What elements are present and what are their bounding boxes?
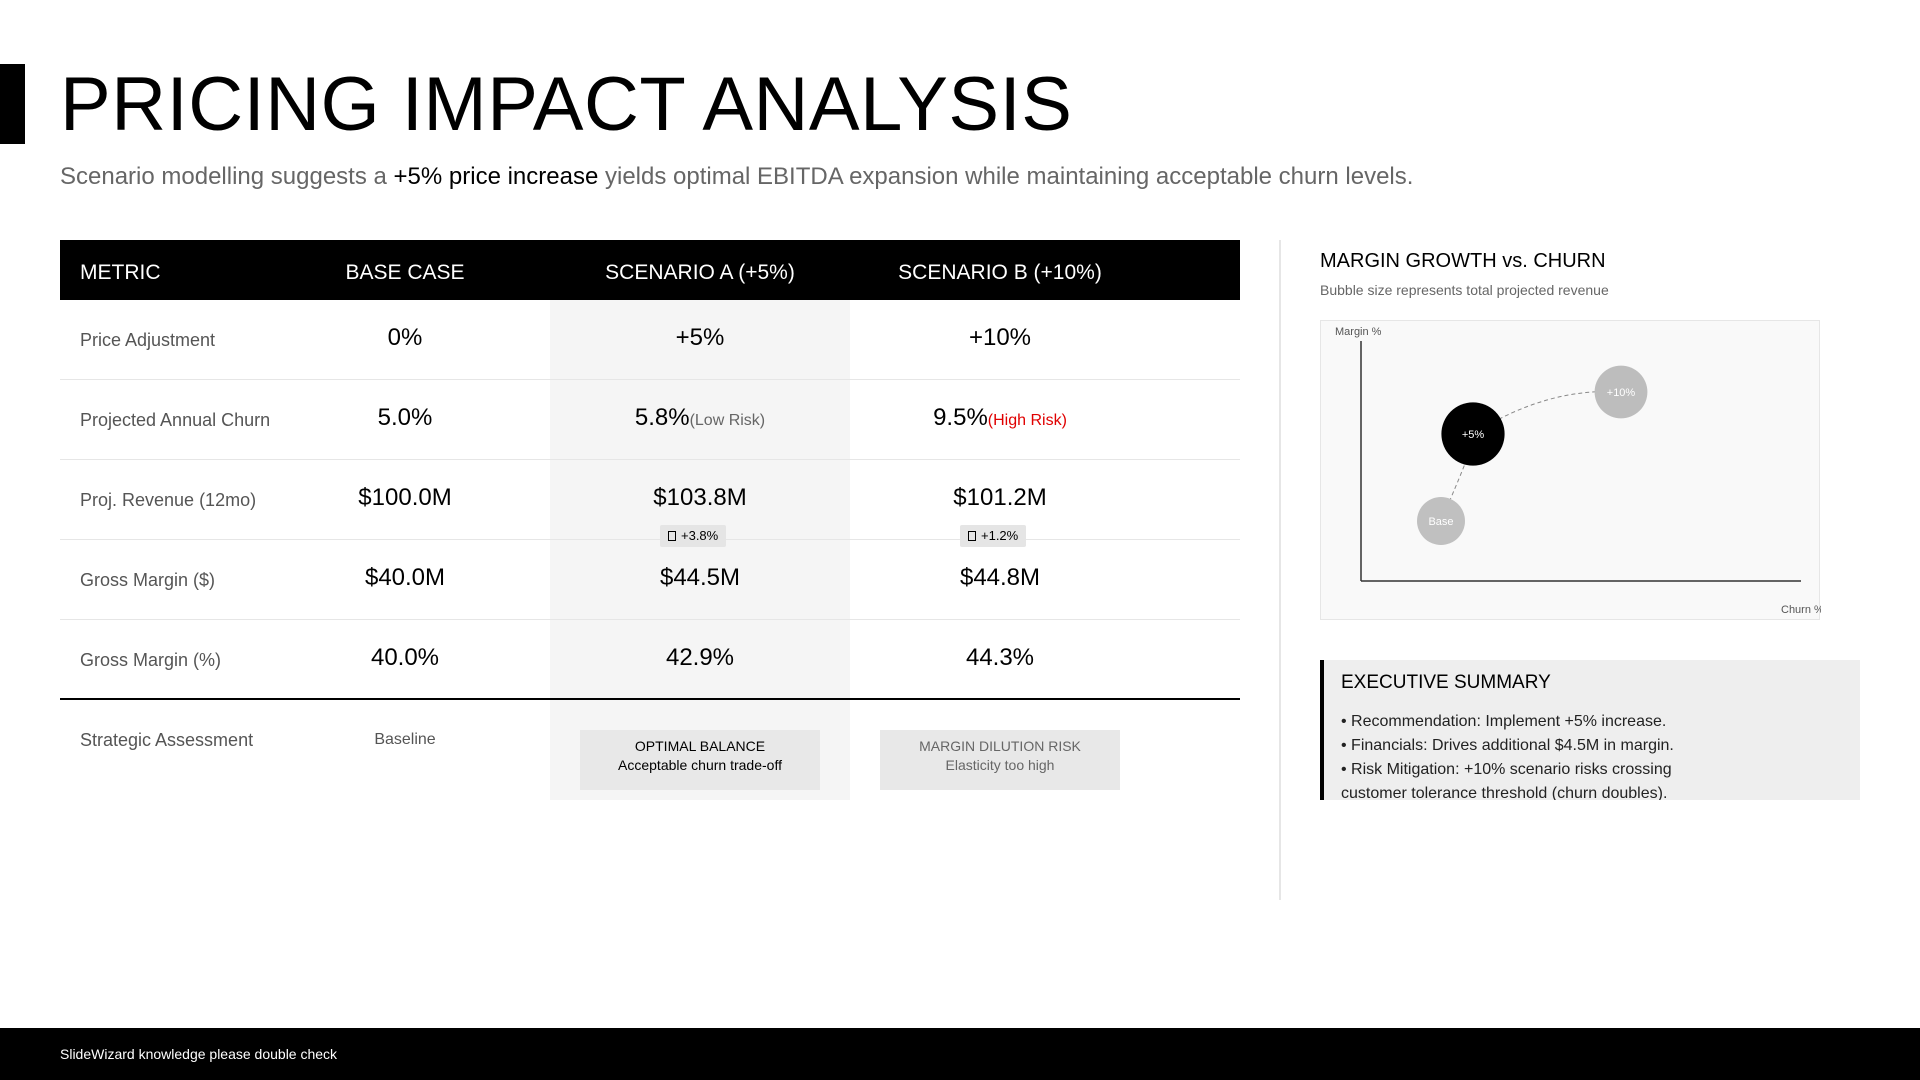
scenario-a-value: $44.5M bbox=[659, 564, 741, 591]
executive-summary-title: EXECUTIVE SUMMARY bbox=[1341, 672, 1551, 693]
delta-badge-b: +1.2% bbox=[960, 525, 1027, 547]
chart-title: MARGIN GROWTH vs. CHURN bbox=[1320, 250, 1606, 272]
scenario-a-value: 5.8% bbox=[634, 404, 690, 431]
summary-item: • Risk Mitigation: +10% scenario risks c… bbox=[1341, 761, 1672, 800]
chart-subtitle: Bubble size represents total projected r… bbox=[1320, 282, 1609, 298]
scenario-b-value: +10% bbox=[968, 324, 1032, 351]
assessment-a-subtitle: Acceptable churn trade-off bbox=[618, 757, 782, 773]
footer-bar: SlideWizard knowledge please double chec… bbox=[0, 1028, 1920, 1080]
bubble-chart: Margin % Churn % Base +5% +10% bbox=[1320, 320, 1824, 620]
bubble-point bbox=[1441, 402, 1505, 466]
trend-line bbox=[1440, 391, 1622, 522]
scenario-b-cell: 9.5%(High Risk) bbox=[850, 380, 1150, 460]
delta-value: +3.8% bbox=[681, 528, 719, 543]
table-row: Gross Margin (%) 40.0% 42.9% 44.3% bbox=[60, 620, 1240, 700]
subtitle-text-end: yields optimal EBITDA expansion while ma… bbox=[598, 163, 1414, 190]
bubble-point bbox=[1417, 497, 1465, 545]
header-metric: METRIC bbox=[80, 261, 161, 284]
scenario-b-value: $101.2M bbox=[953, 484, 1047, 511]
subtitle-text-start: Scenario modelling suggests a bbox=[60, 163, 394, 190]
row-label: Price Adjustment bbox=[80, 330, 216, 350]
scenario-a-highlight-column bbox=[550, 300, 850, 800]
bubble-group: Base +5% +10% bbox=[1417, 365, 1648, 545]
scenario-a-cell: 5.8%(Low Risk) bbox=[550, 380, 850, 460]
bubble-chart-svg: Margin % Churn % Base +5% +10% bbox=[1335, 326, 1824, 616]
assessment-b-title: MARGIN DILUTION RISK bbox=[919, 738, 1081, 754]
risk-note-high: (High Risk) bbox=[987, 412, 1067, 429]
row-label: Gross Margin ($) bbox=[80, 570, 216, 590]
scenario-b-value: 44.3% bbox=[965, 644, 1035, 671]
table-row: Proj. Revenue (12mo) $100.0M $103.8M $10… bbox=[60, 460, 1240, 547]
x-axis-label: Churn % bbox=[1781, 604, 1821, 616]
base-value: 0% bbox=[387, 324, 423, 351]
scenario-a-value: +5% bbox=[675, 324, 725, 351]
title-accent-bar bbox=[0, 64, 25, 144]
scenario-b-value: 9.5% bbox=[933, 404, 988, 431]
scenario-b-value: $44.8M bbox=[959, 564, 1041, 591]
base-value: $40.0M bbox=[364, 564, 446, 591]
delta-icon bbox=[968, 531, 976, 541]
bubble-label: Base bbox=[1428, 516, 1453, 528]
row-label: Strategic Assessment bbox=[80, 730, 254, 750]
delta-icon bbox=[668, 531, 676, 541]
assessment-badge-b: MARGIN DILUTION RISK Elasticity too high bbox=[880, 730, 1120, 790]
row-label: Projected Annual Churn bbox=[80, 410, 271, 430]
delta-value: +1.2% bbox=[981, 528, 1019, 543]
page-subtitle: Scenario modelling suggests a +5% price … bbox=[60, 162, 1413, 192]
base-value: 5.0% bbox=[377, 404, 433, 431]
row-label: Proj. Revenue (12mo) bbox=[80, 490, 257, 510]
scenario-a-value: $103.8M bbox=[653, 484, 747, 511]
vertical-divider bbox=[1279, 240, 1281, 900]
assessment-row: Strategic Assessment Baseline OPTIMAL BA… bbox=[60, 700, 1240, 790]
header-base-case: BASE CASE bbox=[345, 261, 465, 284]
footer-text: SlideWizard knowledge please double chec… bbox=[60, 1046, 338, 1062]
assessment-a-title: OPTIMAL BALANCE bbox=[634, 738, 766, 754]
assessment-b-subtitle: Elasticity too high bbox=[945, 757, 1055, 773]
page-title: PRICING IMPACT ANALYSIS bbox=[60, 62, 1073, 147]
summary-item: • Recommendation: Implement +5% increase… bbox=[1341, 713, 1667, 730]
table-row: Projected Annual Churn 5.0% 5.8%(Low Ris… bbox=[60, 380, 1240, 460]
executive-summary-panel: EXECUTIVE SUMMARY • Recommendation: Impl… bbox=[1320, 660, 1860, 800]
table-row: Gross Margin ($) $40.0M $44.5M $44.8M bbox=[60, 540, 1240, 620]
assessment-badge-a: OPTIMAL BALANCE Acceptable churn trade-o… bbox=[580, 730, 820, 790]
assessment-base: Baseline bbox=[374, 731, 436, 748]
y-axis-label: Margin % bbox=[1335, 326, 1382, 338]
executive-summary-list: • Recommendation: Implement +5% increase… bbox=[1341, 710, 1741, 800]
summary-item: • Financials: Drives additional $4.5M in… bbox=[1341, 737, 1674, 754]
table-header: METRIC BASE CASE SCENARIO A (+5%) SCENAR… bbox=[60, 240, 1240, 300]
risk-note-low: (Low Risk) bbox=[689, 412, 766, 429]
delta-badge-a: +3.8% bbox=[660, 525, 727, 547]
bubble-label: +5% bbox=[1462, 429, 1485, 441]
base-value: 40.0% bbox=[370, 644, 440, 671]
header-scenario-b: SCENARIO B (+10%) bbox=[898, 261, 1102, 284]
bubble-label: +10% bbox=[1607, 387, 1636, 399]
base-value: $100.0M bbox=[358, 484, 452, 511]
table-row: Price Adjustment 0% +5% +10% bbox=[60, 300, 1240, 380]
scenario-a-value: 42.9% bbox=[665, 644, 735, 671]
bubble-point bbox=[1594, 365, 1648, 419]
subtitle-highlight: +5% price increase bbox=[393, 163, 599, 190]
header-scenario-a: SCENARIO A (+5%) bbox=[605, 261, 795, 284]
row-label: Gross Margin (%) bbox=[80, 650, 222, 670]
